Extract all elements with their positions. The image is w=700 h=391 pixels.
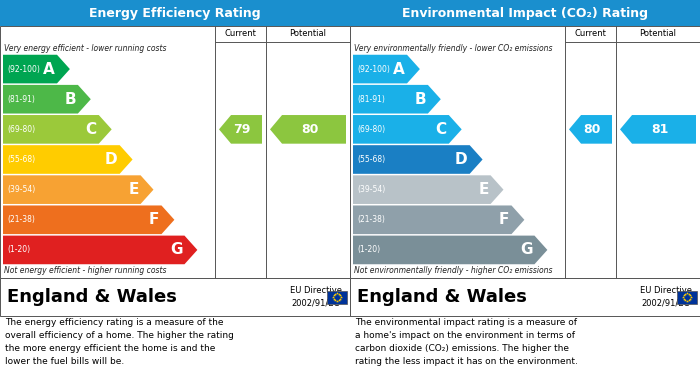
Bar [0, 278, 350, 316]
Bar [350, 0, 700, 26]
Text: 79: 79 [234, 123, 251, 136]
Text: The environmental impact rating is a measure of
a home's impact on the environme: The environmental impact rating is a mea… [355, 318, 578, 366]
Text: G: G [170, 242, 183, 257]
Text: Potential: Potential [290, 29, 326, 38]
Text: (92-100): (92-100) [357, 65, 390, 74]
Text: England & Wales: England & Wales [357, 288, 527, 306]
Polygon shape [569, 115, 612, 143]
Polygon shape [270, 115, 346, 143]
Text: B: B [64, 92, 76, 107]
Text: Energy Efficiency Rating: Energy Efficiency Rating [89, 7, 261, 20]
Bar [350, 278, 700, 316]
Text: D: D [105, 152, 118, 167]
Text: Environmental Impact (CO₂) Rating: Environmental Impact (CO₂) Rating [402, 7, 648, 20]
Polygon shape [3, 115, 112, 143]
Text: E: E [128, 182, 139, 197]
Text: (81-91): (81-91) [357, 95, 385, 104]
Polygon shape [353, 145, 482, 174]
Bar [677, 291, 697, 303]
Text: (1-20): (1-20) [357, 246, 380, 255]
Polygon shape [219, 115, 262, 143]
Text: C: C [435, 122, 447, 137]
Text: D: D [455, 152, 468, 167]
Text: (69-80): (69-80) [357, 125, 385, 134]
Text: E: E [478, 182, 489, 197]
Text: England & Wales: England & Wales [7, 288, 177, 306]
Text: Not environmentally friendly - higher CO₂ emissions: Not environmentally friendly - higher CO… [354, 266, 552, 275]
Text: 80: 80 [584, 123, 601, 136]
Polygon shape [3, 55, 70, 83]
Bar [0, 26, 350, 278]
Polygon shape [353, 85, 441, 113]
Polygon shape [353, 115, 462, 143]
Text: Very energy efficient - lower running costs: Very energy efficient - lower running co… [4, 44, 167, 53]
Text: F: F [499, 212, 510, 227]
Text: F: F [149, 212, 160, 227]
Text: Current: Current [225, 29, 256, 38]
Text: (69-80): (69-80) [7, 125, 35, 134]
Bar [350, 26, 700, 278]
Text: (55-68): (55-68) [357, 155, 385, 164]
Polygon shape [353, 205, 524, 234]
Text: A: A [43, 61, 55, 77]
Text: (39-54): (39-54) [357, 185, 385, 194]
Text: (39-54): (39-54) [7, 185, 35, 194]
Bar [327, 291, 347, 303]
Text: Current: Current [575, 29, 606, 38]
Polygon shape [3, 85, 91, 113]
Text: The energy efficiency rating is a measure of the
overall efficiency of a home. T: The energy efficiency rating is a measur… [5, 318, 234, 366]
Polygon shape [3, 145, 132, 174]
Text: (1-20): (1-20) [7, 246, 30, 255]
Text: G: G [520, 242, 533, 257]
Text: (55-68): (55-68) [7, 155, 35, 164]
Text: (21-38): (21-38) [7, 215, 35, 224]
Polygon shape [3, 205, 174, 234]
Polygon shape [353, 175, 503, 204]
Polygon shape [3, 175, 153, 204]
Polygon shape [620, 115, 696, 143]
Text: EU Directive
2002/91/EC: EU Directive 2002/91/EC [640, 286, 692, 308]
Text: C: C [85, 122, 97, 137]
Polygon shape [353, 55, 420, 83]
Text: 80: 80 [301, 123, 318, 136]
Polygon shape [353, 236, 547, 264]
Polygon shape [3, 236, 197, 264]
Text: (81-91): (81-91) [7, 95, 35, 104]
Bar [0, 0, 350, 26]
Text: Not energy efficient - higher running costs: Not energy efficient - higher running co… [4, 266, 167, 275]
Text: (21-38): (21-38) [357, 215, 385, 224]
Text: A: A [393, 61, 405, 77]
Text: (92-100): (92-100) [7, 65, 40, 74]
Text: 81: 81 [651, 123, 668, 136]
Text: Very environmentally friendly - lower CO₂ emissions: Very environmentally friendly - lower CO… [354, 44, 552, 53]
Text: EU Directive
2002/91/EC: EU Directive 2002/91/EC [290, 286, 342, 308]
Text: B: B [414, 92, 426, 107]
Text: Potential: Potential [640, 29, 676, 38]
